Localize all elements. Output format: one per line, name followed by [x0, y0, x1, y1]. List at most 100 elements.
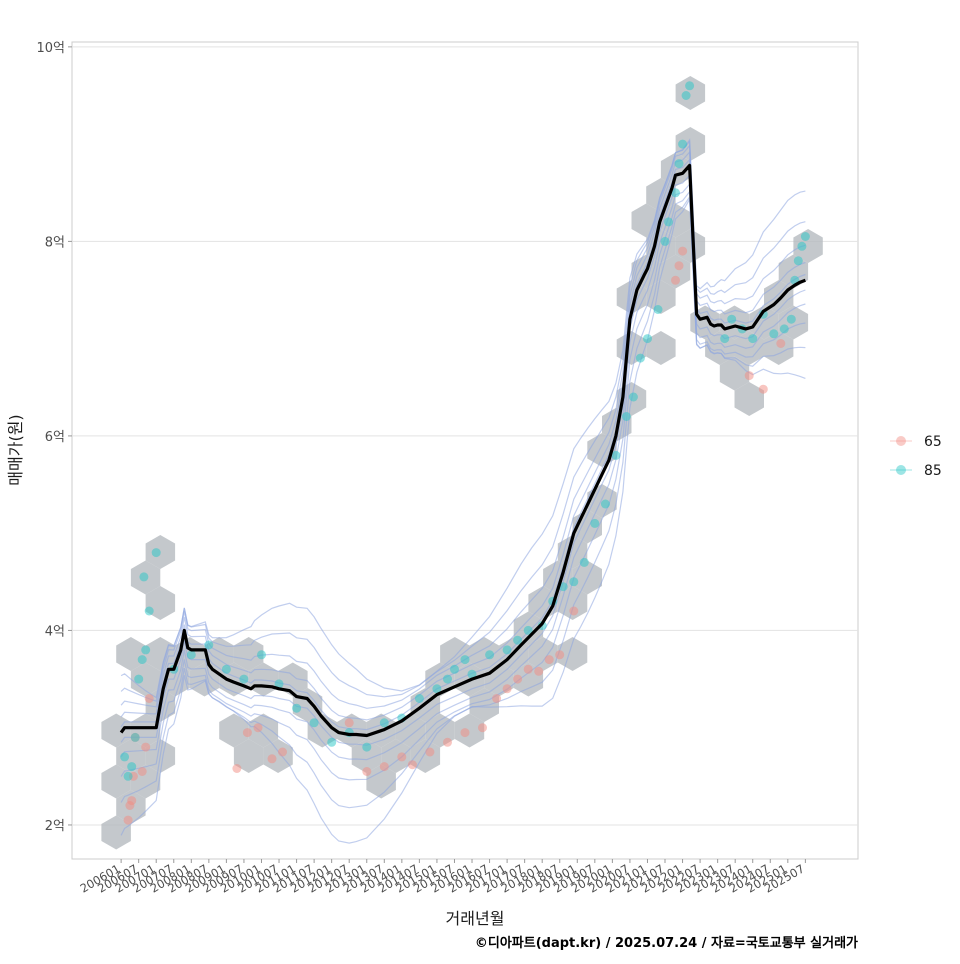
point-series-65	[744, 371, 754, 381]
y-tick-label: 10억	[36, 41, 65, 56]
y-tick-label: 6억	[45, 430, 65, 445]
point-series-65	[502, 684, 512, 694]
point-series-65	[137, 767, 147, 776]
point-series-85	[239, 674, 249, 684]
legend-label-65: 65	[924, 434, 942, 450]
hex-bin	[764, 331, 794, 365]
point-series-65	[555, 650, 565, 660]
point-series-65	[253, 723, 263, 733]
hex-bin	[646, 331, 676, 365]
point-series-85	[186, 650, 196, 660]
point-series-85	[141, 645, 151, 655]
point-series-85	[485, 650, 495, 660]
hex-bin	[351, 739, 382, 773]
point-series-85	[800, 232, 810, 241]
hex-bin	[557, 637, 588, 671]
point-series-85	[523, 625, 533, 635]
point-series-65	[460, 728, 470, 738]
point-series-65	[544, 655, 554, 665]
point-series-65	[534, 666, 544, 676]
point-series-65	[776, 339, 786, 348]
point-series-85	[450, 664, 459, 674]
hex-bin	[263, 739, 293, 773]
hex-bin	[734, 382, 764, 416]
point-series-85	[460, 655, 470, 665]
point-series-85	[685, 81, 695, 91]
point-series-65	[569, 606, 579, 616]
point-series-85	[362, 742, 372, 752]
point-series-85	[621, 412, 631, 421]
point-series-85	[292, 703, 302, 713]
hex-bin	[557, 586, 588, 620]
point-series-85	[443, 674, 452, 684]
point-series-85	[600, 499, 610, 509]
hex-bin	[646, 280, 676, 314]
hex-bin	[219, 713, 249, 748]
point-series-85	[123, 771, 133, 781]
caption: ©디아파트(dapt.kr) / 2025.07.24 / 자료=국토교통부 실…	[475, 935, 858, 951]
hex-bin	[719, 356, 750, 391]
point-series-65	[141, 742, 151, 752]
density-contour	[120, 138, 806, 699]
point-series-85	[579, 557, 589, 567]
point-series-85	[748, 334, 758, 344]
trend-line	[119, 163, 806, 738]
y-tick-label: 2억	[45, 819, 65, 834]
hex-bin	[101, 815, 131, 850]
hex-bin	[233, 739, 264, 773]
point-series-85	[144, 606, 154, 616]
point-series-85	[139, 572, 149, 582]
hex-bin	[381, 739, 411, 773]
point-series-85	[127, 762, 137, 772]
point-series-85	[628, 392, 638, 402]
point-series-85	[611, 450, 621, 460]
point-series-65	[344, 718, 354, 728]
point-series-85	[727, 314, 737, 324]
point-series-65	[425, 747, 435, 757]
density-contour	[120, 158, 806, 731]
point-series-65	[671, 275, 680, 285]
point-series-85	[653, 305, 663, 314]
point-series-85	[643, 334, 652, 344]
point-series-85	[671, 188, 680, 198]
point-series-85	[590, 518, 600, 528]
gridlines	[72, 46, 858, 826]
point-series-85	[513, 635, 523, 645]
legend-label-85: 85	[924, 463, 942, 479]
point-series-65	[278, 747, 287, 757]
density-contour	[120, 150, 806, 721]
point-series-65	[513, 674, 523, 684]
point-series-85	[769, 329, 779, 339]
point-series-85	[120, 752, 130, 762]
density-contour	[120, 182, 806, 761]
point-series-65	[478, 723, 487, 733]
point-series-85	[134, 674, 144, 684]
point-series-85	[221, 664, 231, 674]
point-series-85	[257, 650, 266, 660]
point-series-65	[362, 767, 372, 776]
point-series-85	[432, 684, 442, 694]
legend: 65 85	[890, 434, 942, 479]
point-series-85	[414, 694, 424, 703]
point-series-85	[779, 324, 789, 334]
point-series-65	[242, 728, 252, 738]
point-series-65	[397, 752, 407, 762]
point-series-65	[232, 764, 242, 773]
data-points	[120, 81, 810, 825]
point-series-65	[379, 762, 389, 772]
point-series-85	[467, 669, 477, 679]
trend-line-group	[119, 163, 806, 738]
y-tick-label: 4억	[45, 624, 65, 639]
point-series-85	[379, 718, 389, 728]
point-series-85	[502, 645, 512, 655]
legend-swatch-65	[896, 436, 906, 446]
point-series-85	[720, 334, 730, 344]
hex-bin	[116, 739, 146, 773]
point-series-85	[660, 236, 670, 246]
hex-bin	[675, 76, 706, 110]
hex-bin	[660, 254, 691, 289]
point-series-65	[127, 796, 137, 806]
hex-bin	[366, 764, 396, 799]
point-series-65	[523, 664, 533, 674]
